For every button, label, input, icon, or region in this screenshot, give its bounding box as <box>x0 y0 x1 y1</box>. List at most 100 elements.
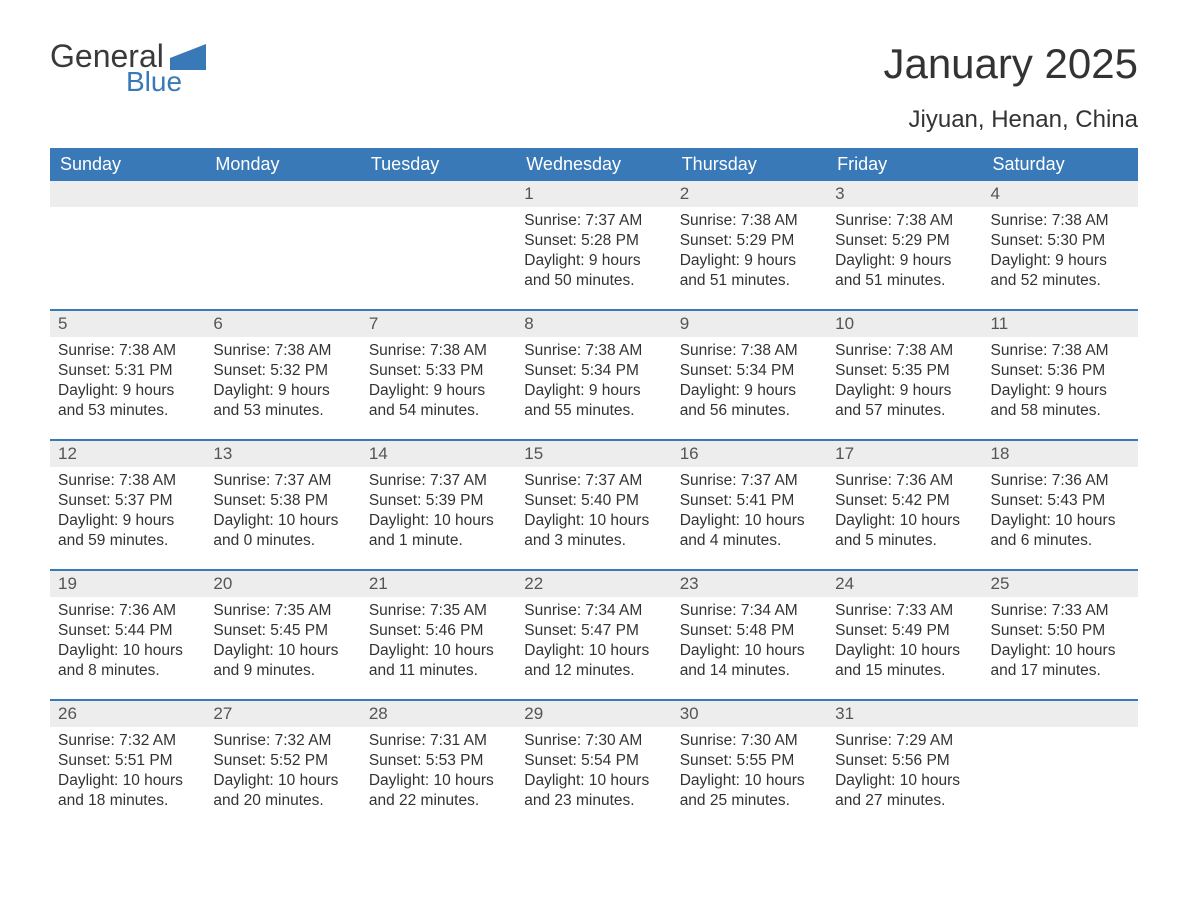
day-header: Wednesday <box>516 148 671 181</box>
daylight-text: Daylight: 9 hours and 50 minutes. <box>524 251 663 291</box>
day-body: Sunrise: 7:38 AMSunset: 5:36 PMDaylight:… <box>983 337 1138 432</box>
sunset-text: Sunset: 5:43 PM <box>991 491 1130 511</box>
day-body: Sunrise: 7:38 AMSunset: 5:34 PMDaylight:… <box>672 337 827 432</box>
day-number: 3 <box>827 181 982 207</box>
daylight-text: Daylight: 9 hours and 55 minutes. <box>524 381 663 421</box>
day-number: 2 <box>672 181 827 207</box>
daylight-text: Daylight: 10 hours and 6 minutes. <box>991 511 1130 551</box>
sunset-text: Sunset: 5:32 PM <box>213 361 352 381</box>
sunrise-text: Sunrise: 7:38 AM <box>835 211 974 231</box>
daylight-text: Daylight: 9 hours and 59 minutes. <box>58 511 197 551</box>
day-cell <box>205 181 360 309</box>
sunrise-text: Sunrise: 7:38 AM <box>213 341 352 361</box>
daylight-text: Daylight: 9 hours and 57 minutes. <box>835 381 974 421</box>
sunrise-text: Sunrise: 7:32 AM <box>58 731 197 751</box>
day-cell <box>361 181 516 309</box>
day-number: 19 <box>50 571 205 597</box>
day-header: Tuesday <box>361 148 516 181</box>
sunset-text: Sunset: 5:53 PM <box>369 751 508 771</box>
day-body: Sunrise: 7:33 AMSunset: 5:50 PMDaylight:… <box>983 597 1138 692</box>
sunrise-text: Sunrise: 7:38 AM <box>991 211 1130 231</box>
daylight-text: Daylight: 9 hours and 53 minutes. <box>58 381 197 421</box>
day-cell: 24Sunrise: 7:33 AMSunset: 5:49 PMDayligh… <box>827 571 982 699</box>
sunrise-text: Sunrise: 7:38 AM <box>524 341 663 361</box>
day-number: 30 <box>672 701 827 727</box>
day-body: Sunrise: 7:32 AMSunset: 5:52 PMDaylight:… <box>205 727 360 822</box>
daylight-text: Daylight: 10 hours and 18 minutes. <box>58 771 197 811</box>
day-cell: 22Sunrise: 7:34 AMSunset: 5:47 PMDayligh… <box>516 571 671 699</box>
day-cell: 21Sunrise: 7:35 AMSunset: 5:46 PMDayligh… <box>361 571 516 699</box>
daylight-text: Daylight: 9 hours and 54 minutes. <box>369 381 508 421</box>
sunrise-text: Sunrise: 7:37 AM <box>524 211 663 231</box>
sunrise-text: Sunrise: 7:38 AM <box>58 471 197 491</box>
day-cell: 28Sunrise: 7:31 AMSunset: 5:53 PMDayligh… <box>361 701 516 829</box>
sunrise-text: Sunrise: 7:31 AM <box>369 731 508 751</box>
weeks-container: 1Sunrise: 7:37 AMSunset: 5:28 PMDaylight… <box>50 181 1138 829</box>
sunrise-text: Sunrise: 7:34 AM <box>524 601 663 621</box>
day-header: Sunday <box>50 148 205 181</box>
day-body: Sunrise: 7:34 AMSunset: 5:47 PMDaylight:… <box>516 597 671 692</box>
header: General Blue January 2025 Jiyuan, Henan,… <box>50 40 1138 134</box>
day-body: Sunrise: 7:29 AMSunset: 5:56 PMDaylight:… <box>827 727 982 822</box>
day-number: 18 <box>983 441 1138 467</box>
sunset-text: Sunset: 5:48 PM <box>680 621 819 641</box>
day-cell: 12 Sunrise: 7:38 AMSunset: 5:37 PMDayligh… <box>50 441 205 569</box>
day-body: Sunrise: 7:36 AMSunset: 5:44 PMDaylight:… <box>50 597 205 692</box>
week-row: 19Sunrise: 7:36 AMSunset: 5:44 PMDayligh… <box>50 569 1138 699</box>
sunrise-text: Sunrise: 7:35 AM <box>369 601 508 621</box>
day-number: 27 <box>205 701 360 727</box>
logo-word2: Blue <box>126 66 206 98</box>
sunrise-text: Sunrise: 7:36 AM <box>58 601 197 621</box>
day-body: Sunrise: 7:37 AMSunset: 5:40 PMDaylight:… <box>516 467 671 562</box>
sunset-text: Sunset: 5:37 PM <box>58 491 197 511</box>
day-cell: 16Sunrise: 7:37 AMSunset: 5:41 PMDayligh… <box>672 441 827 569</box>
daylight-text: Daylight: 9 hours and 53 minutes. <box>213 381 352 421</box>
day-cell: 8 Sunrise: 7:38 AMSunset: 5:34 PMDaylight… <box>516 311 671 439</box>
sunrise-text: Sunrise: 7:38 AM <box>58 341 197 361</box>
day-cell: 23Sunrise: 7:34 AMSunset: 5:48 PMDayligh… <box>672 571 827 699</box>
daylight-text: Daylight: 10 hours and 8 minutes. <box>58 641 197 681</box>
daylight-text: Daylight: 10 hours and 27 minutes. <box>835 771 974 811</box>
daylight-text: Daylight: 9 hours and 52 minutes. <box>991 251 1130 291</box>
sunset-text: Sunset: 5:33 PM <box>369 361 508 381</box>
day-number: 20 <box>205 571 360 597</box>
sunset-text: Sunset: 5:34 PM <box>524 361 663 381</box>
day-body: Sunrise: 7:38 AMSunset: 5:29 PMDaylight:… <box>672 207 827 302</box>
day-number: 22 <box>516 571 671 597</box>
day-cell <box>983 701 1138 829</box>
day-body: Sunrise: 7:33 AMSunset: 5:49 PMDaylight:… <box>827 597 982 692</box>
sunset-text: Sunset: 5:52 PM <box>213 751 352 771</box>
day-cell: 10Sunrise: 7:38 AMSunset: 5:35 PMDayligh… <box>827 311 982 439</box>
day-body: Sunrise: 7:37 AMSunset: 5:28 PMDaylight:… <box>516 207 671 302</box>
day-cell: 3Sunrise: 7:38 AMSunset: 5:29 PMDaylight… <box>827 181 982 309</box>
day-number: 1 <box>516 181 671 207</box>
day-body: Sunrise: 7:30 AMSunset: 5:55 PMDaylight:… <box>672 727 827 822</box>
sunset-text: Sunset: 5:28 PM <box>524 231 663 251</box>
sunset-text: Sunset: 5:35 PM <box>835 361 974 381</box>
sunset-text: Sunset: 5:31 PM <box>58 361 197 381</box>
day-body: Sunrise: 7:38 AMSunset: 5:31 PMDaylight:… <box>50 337 205 432</box>
day-cell: 19Sunrise: 7:36 AMSunset: 5:44 PMDayligh… <box>50 571 205 699</box>
day-number: 8 <box>516 311 671 337</box>
day-body: Sunrise: 7:34 AMSunset: 5:48 PMDaylight:… <box>672 597 827 692</box>
day-number: 12 <box>50 441 205 467</box>
sunset-text: Sunset: 5:50 PM <box>991 621 1130 641</box>
week-row: 12Sunrise: 7:38 AMSunset: 5:37 PMDayligh… <box>50 439 1138 569</box>
day-body: Sunrise: 7:35 AMSunset: 5:46 PMDaylight:… <box>361 597 516 692</box>
day-cell: 14Sunrise: 7:37 AMSunset: 5:39 PMDayligh… <box>361 441 516 569</box>
day-body: Sunrise: 7:36 AMSunset: 5:43 PMDaylight:… <box>983 467 1138 562</box>
sunrise-text: Sunrise: 7:34 AM <box>680 601 819 621</box>
day-header: Saturday <box>983 148 1138 181</box>
day-body: Sunrise: 7:37 AMSunset: 5:38 PMDaylight:… <box>205 467 360 562</box>
day-number <box>983 701 1138 727</box>
day-body: Sunrise: 7:30 AMSunset: 5:54 PMDaylight:… <box>516 727 671 822</box>
daylight-text: Daylight: 10 hours and 3 minutes. <box>524 511 663 551</box>
sunrise-text: Sunrise: 7:37 AM <box>524 471 663 491</box>
daylight-text: Daylight: 10 hours and 22 minutes. <box>369 771 508 811</box>
day-cell: 2Sunrise: 7:38 AMSunset: 5:29 PMDaylight… <box>672 181 827 309</box>
day-cell: 6Sunrise: 7:38 AMSunset: 5:32 PMDaylight… <box>205 311 360 439</box>
daylight-text: Daylight: 10 hours and 11 minutes. <box>369 641 508 681</box>
day-cell: 4Sunrise: 7:38 AMSunset: 5:30 PMDaylight… <box>983 181 1138 309</box>
daylight-text: Daylight: 10 hours and 15 minutes. <box>835 641 974 681</box>
day-number: 29 <box>516 701 671 727</box>
